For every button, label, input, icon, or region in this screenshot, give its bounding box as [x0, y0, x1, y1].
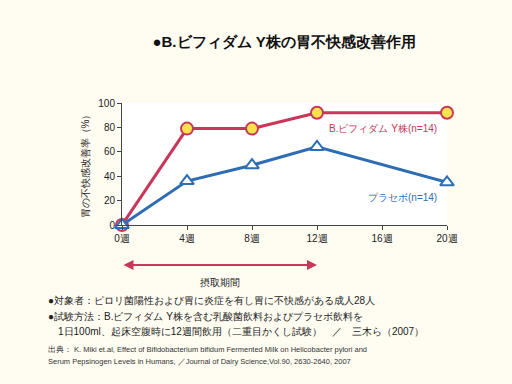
svg-text:1日100ml、起床空腹時に12週間飲用（二重目かくし試験）: 1日100ml、起床空腹時に12週間飲用（二重目かくし試験） ／ 三木ら（200…	[48, 326, 424, 337]
svg-text:●試験方法：B.ビフィダム Y株を含む乳酸菌飲料およびプラセ: ●試験方法：B.ビフィダム Y株を含む乳酸菌飲料およびプラセボ飲料を	[48, 311, 363, 322]
svg-text:80: 80	[104, 122, 116, 133]
svg-text:20週: 20週	[436, 233, 457, 244]
svg-text:20: 20	[104, 195, 116, 206]
svg-text:60: 60	[104, 146, 116, 157]
svg-text:胃の不快感改善率（%）: 胃の不快感改善率（%）	[80, 110, 91, 219]
svg-text:0: 0	[109, 220, 115, 231]
svg-text:●B.ビフィダム Y株の胃不快感改善作用: ●B.ビフィダム Y株の胃不快感改善作用	[152, 33, 415, 50]
svg-text:12週: 12週	[306, 233, 327, 244]
svg-text:100: 100	[98, 98, 115, 109]
svg-text:出典： K. Miki et.al, Effect of B: 出典： K. Miki et.al, Effect of Bifidobacte…	[48, 345, 367, 354]
svg-text:4週: 4週	[179, 233, 195, 244]
svg-text:プラセボ(n=14): プラセボ(n=14)	[368, 192, 437, 203]
svg-text:8週: 8週	[244, 233, 260, 244]
svg-text:0週: 0週	[114, 233, 130, 244]
svg-text:●対象者：ピロリ菌陽性および胃に炎症を有し胃に不快感がある成: ●対象者：ピロリ菌陽性および胃に炎症を有し胃に不快感がある成人28人	[48, 295, 375, 306]
svg-text:Serum Pepsinogen Levels in Hum: Serum Pepsinogen Levels in Humans, ／Jour…	[48, 357, 351, 366]
svg-text:40: 40	[104, 171, 116, 182]
svg-text:摂取期間: 摂取期間	[200, 277, 240, 288]
svg-text:B.ビフィダム Y株(n=14): B.ビフィダム Y株(n=14)	[329, 123, 437, 134]
svg-text:16週: 16週	[371, 233, 392, 244]
